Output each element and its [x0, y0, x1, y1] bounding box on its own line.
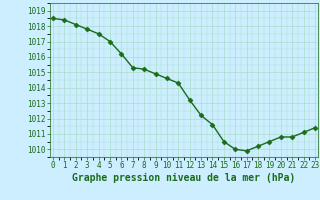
X-axis label: Graphe pression niveau de la mer (hPa): Graphe pression niveau de la mer (hPa) — [72, 173, 296, 183]
